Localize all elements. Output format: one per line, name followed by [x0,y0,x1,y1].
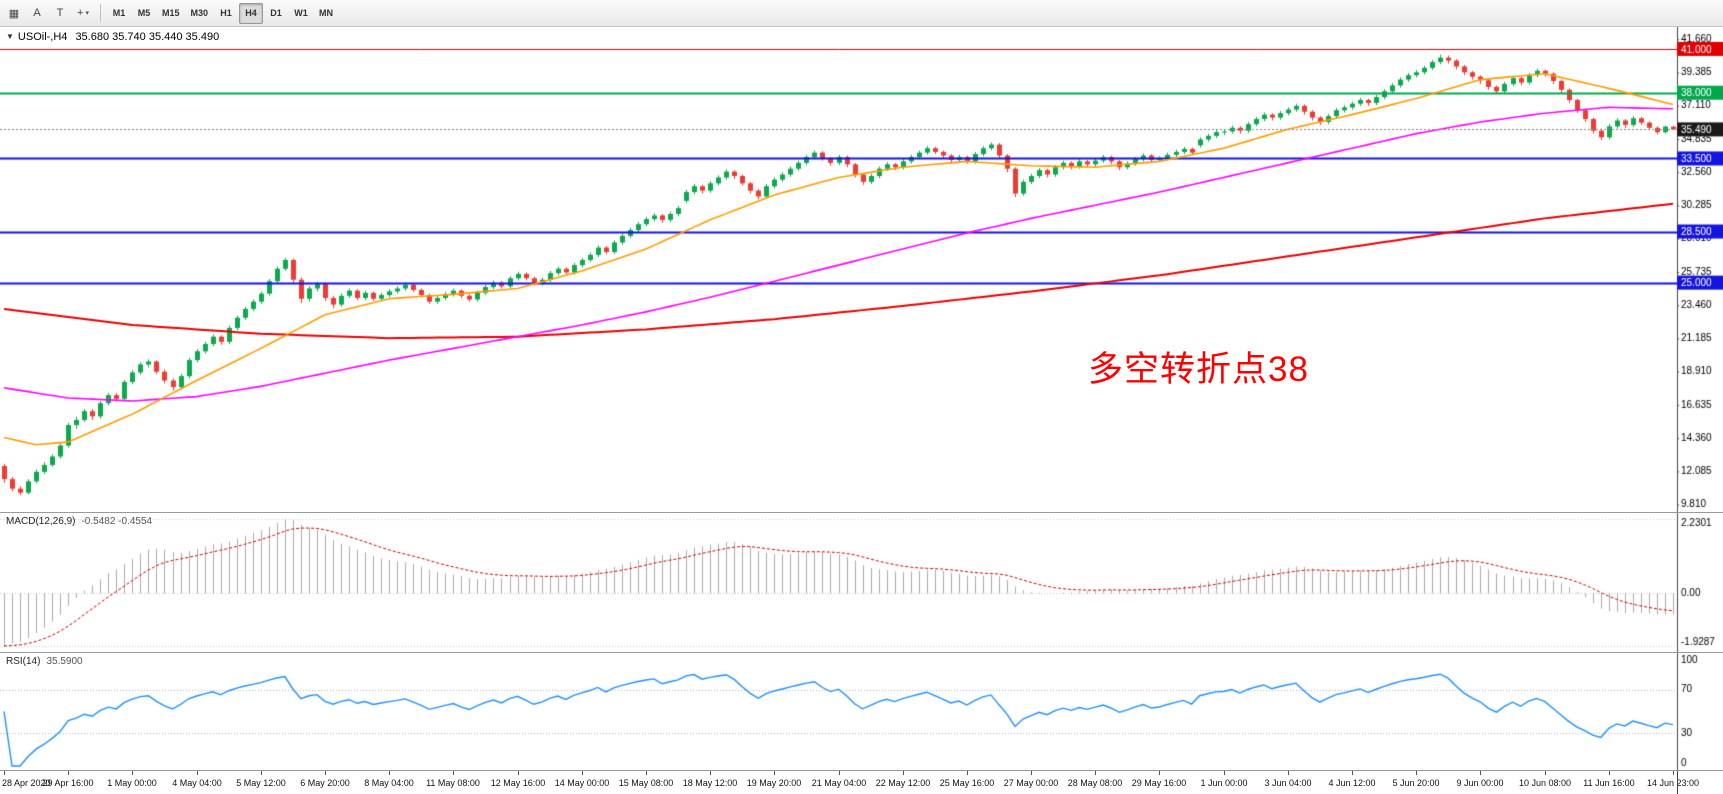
symbol-label: USOil-,H4 [17,31,68,43]
timeframe-mn-button[interactable]: MN [319,8,334,18]
main-chart-panel: ▼ USOil-,H4 35.680 35.740 35.440 35.490 多空… [0,27,1723,512]
time-axis-tick [1480,771,1481,775]
time-axis-tick [197,771,198,775]
time-axis-label: 5 Jun 20:00 [1392,778,1440,788]
time-axis-tick [1224,771,1225,775]
time-axis-label: 6 May 20:00 [300,778,350,788]
time-axis-label: 5 May 12:00 [236,778,286,788]
dropdown-arrow-icon: ▾ [85,10,89,17]
time-axis-tick [774,771,775,775]
menu-grid-button[interactable]: ▦ [8,7,20,20]
time-axis-label: 27 May 00:00 [1003,778,1059,788]
time-axis-label: 22 May 12:00 [875,778,931,788]
rsi-canvas[interactable] [0,653,1723,770]
rsi-label: RSI(14) 35.5900 [6,656,83,667]
timeframe-m30-button[interactable]: M30 [190,8,209,18]
time-axis-tick [325,771,326,775]
annotation-text-button[interactable]: A [33,7,41,19]
time-axis-label: 12 May 16:00 [490,778,546,788]
time-axis-tick [68,771,69,775]
time-axis-tick [582,771,583,775]
macd-canvas[interactable] [0,513,1723,652]
timeframe-h4-button[interactable]: H4 [239,2,264,24]
time-axis-tick [1288,771,1289,775]
rsi-panel: RSI(14) 35.5900 [0,652,1723,770]
time-axis[interactable]: 28 Apr 2020 29 Apr 16:00 1 May 00:00 4 May … [0,770,1723,794]
time-axis-tick [1159,771,1160,775]
time-axis-label: 29 Apr 16:00 [42,778,94,788]
time-axis-tick [839,771,840,775]
time-axis-tick [710,771,711,775]
timeframe-h1-button[interactable]: H1 [220,8,232,18]
axis-separator [1677,771,1678,794]
macd-panel: MACD(12,26,9) -0.5482 -0.4554 [0,512,1723,652]
time-axis-tick [1609,771,1610,775]
time-axis-label: 28 May 08:00 [1067,778,1123,788]
time-axis-label: 4 Jun 12:00 [1328,778,1376,788]
time-axis-label: 15 May 08:00 [618,778,674,788]
time-axis-tick [132,771,133,775]
macd-label: MACD(12,26,9) -0.5482 -0.4554 [6,516,152,527]
time-axis-label: 21 May 04:00 [811,778,867,788]
time-axis-label: 3 Jun 04:00 [1264,778,1312,788]
rsi-indicator-name: RSI(14) [6,656,41,667]
toolbar: ▦ A T + ▾ M1 M5 M15 M30 H1 H4 D1 W1 MN [0,0,1723,27]
time-axis-label: 1 May 00:00 [107,778,157,788]
time-axis-tick [646,771,647,775]
time-axis-label: 14 Jun 23:00 [1646,778,1700,788]
time-axis-tick [967,771,968,775]
time-axis-label: 25 May 16:00 [939,778,995,788]
timeframe-m1-button[interactable]: M1 [112,8,126,18]
crosshair-tool-button[interactable]: + ▾ [77,7,89,19]
time-axis-tick [1031,771,1032,775]
time-axis-label: 10 Jun 08:00 [1518,778,1572,788]
time-axis-label: 29 May 16:00 [1131,778,1187,788]
ohlc-values: 35.680 35.740 35.440 35.490 [75,31,220,43]
time-axis-label: 28 Apr 2020 [2,778,51,788]
time-axis-label: 18 May 12:00 [682,778,738,788]
time-axis-label: 4 May 04:00 [172,778,222,788]
time-axis-label: 11 May 08:00 [426,778,480,788]
time-axis-tick [1352,771,1353,775]
time-axis-tick [1673,771,1674,775]
symbol-ohlc-header: ▼ USOil-,H4 35.680 35.740 35.440 35.490 [6,31,219,43]
timeframe-w1-button[interactable]: W1 [294,8,308,18]
time-axis-tick [903,771,904,775]
time-axis-label: 14 May 00:00 [554,778,610,788]
toolbar-separator [100,4,101,22]
macd-indicator-name: MACD(12,26,9) [6,516,76,527]
chart-annotation-text: 多空转折点38 [1088,350,1309,389]
rsi-value: 35.5900 [46,656,83,667]
time-axis-tick [1095,771,1096,775]
time-axis-tick [1416,771,1417,775]
text-tool-button[interactable]: T [56,7,64,19]
time-axis-tick [1545,771,1546,775]
time-axis-tick [389,771,390,775]
time-axis-label: 8 May 04:00 [364,778,414,788]
time-axis-label: 9 Jun 00:00 [1456,778,1504,788]
time-axis-tick [261,771,262,775]
macd-values: -0.5482 -0.4554 [81,516,153,527]
time-axis-label: 19 May 20:00 [746,778,802,788]
symbol-dropdown-arrow-icon[interactable]: ▼ [6,32,14,41]
time-axis-label: 1 Jun 00:00 [1200,778,1248,788]
timeframe-m5-button[interactable]: M5 [137,8,151,18]
time-axis-tick [518,771,519,775]
time-axis-tick [453,771,454,775]
main-chart-canvas[interactable] [0,27,1723,512]
timeframe-m15-button[interactable]: M15 [162,8,180,18]
time-axis-tick [4,771,5,775]
timeframe-d1-button[interactable]: D1 [270,8,282,18]
time-axis-label: 11 Jun 16:00 [1583,778,1635,788]
